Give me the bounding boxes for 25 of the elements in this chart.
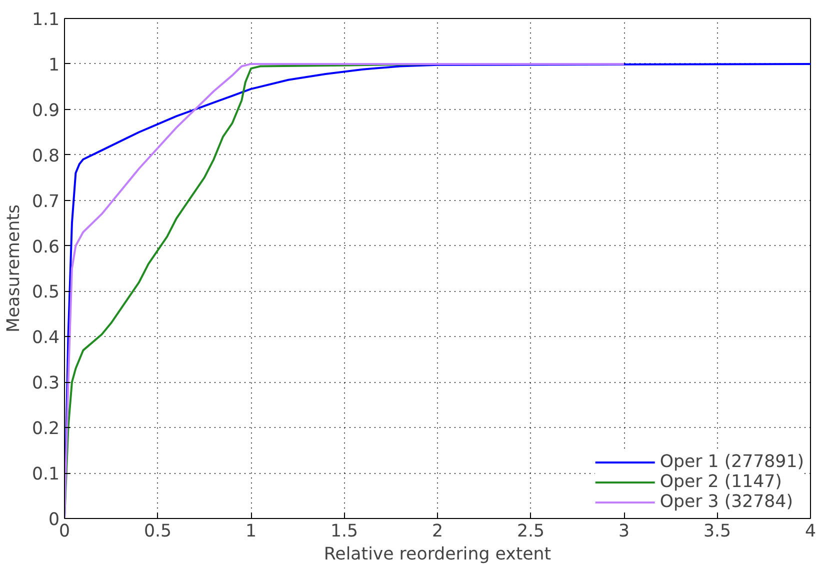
x-tick-label: 4 — [804, 522, 816, 542]
y-tick-label: 0.1 — [32, 464, 60, 485]
x-axis-title: Relative reordering extent — [324, 544, 552, 564]
y-tick-label: 1 — [48, 55, 60, 76]
y-tick-label: 0.2 — [32, 419, 60, 440]
y-tick-label: 1.1 — [32, 10, 60, 30]
x-tick-label: 3.5 — [703, 522, 732, 542]
legend-label: Oper 2 (1147) — [660, 472, 782, 492]
x-tick-label: 1 — [245, 522, 257, 542]
x-tick-label: 0.5 — [144, 522, 172, 542]
y-tick-label: 0.7 — [32, 192, 60, 212]
y-tick-label: 0.9 — [32, 100, 60, 121]
x-tick-label: 2.5 — [516, 522, 545, 542]
x-tick-label: 2 — [432, 522, 444, 542]
y-tick-label: 0.6 — [32, 237, 60, 258]
line-series — [64, 62, 625, 518]
x-tick-label: 3 — [618, 522, 630, 542]
y-tick-label: 0.3 — [32, 374, 60, 394]
y-axis-title: Measurements — [4, 204, 24, 332]
y-tick-label: 0.5 — [32, 282, 60, 303]
x-tick-label: 1.5 — [330, 522, 358, 542]
y-tick-label: 0.8 — [32, 146, 60, 166]
legend-label: Oper 1 (277891) — [660, 452, 804, 472]
legend-label: Oper 3 (32784) — [660, 492, 793, 512]
y-tick-label: 0.4 — [32, 328, 60, 348]
